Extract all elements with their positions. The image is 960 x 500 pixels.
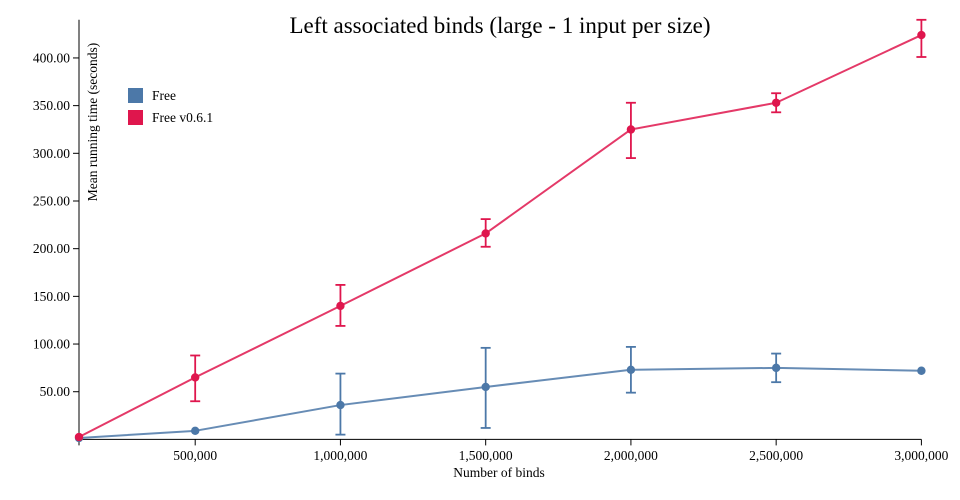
x-tick-label: 500,000	[173, 448, 217, 463]
y-tick-label: 350.00	[33, 98, 70, 113]
x-tick-label: 2,000,000	[604, 448, 658, 463]
legend-item: Free v0.6.1	[128, 110, 213, 125]
data-point	[481, 229, 490, 238]
x-tick-label: 3,000,000	[894, 448, 948, 463]
data-point	[626, 365, 636, 374]
axes: 50.00 100.00 150.00 200.00 250.00 300.00 350.0…	[33, 19, 949, 463]
y-tick-label: 200.00	[33, 241, 70, 256]
series-free	[74, 345, 926, 443]
legend: Free Free v0.6.1	[128, 88, 213, 125]
y-tick-label: 100.00	[33, 337, 70, 352]
legend-swatch	[128, 110, 143, 125]
y-tick-label: 400.00	[33, 50, 70, 65]
data-point	[917, 366, 926, 375]
legend-swatch	[128, 88, 143, 103]
data-point	[917, 30, 926, 40]
chart-title: Left associated binds (large - 1 input p…	[289, 13, 710, 38]
data-point	[336, 400, 345, 410]
y-tick-label: 300.00	[33, 146, 70, 161]
data-point	[771, 363, 781, 373]
data-point	[771, 98, 781, 107]
data-point	[190, 426, 200, 436]
legend-label: Free v0.6.1	[152, 110, 213, 125]
series-free-v0-6-1	[74, 18, 927, 442]
x-tick-label: 1,500,000	[459, 448, 513, 463]
y-tick-label: 250.00	[33, 193, 70, 208]
legend-item: Free	[128, 88, 176, 103]
y-axis-title: Mean running time (seconds)	[85, 43, 100, 202]
data-point	[74, 432, 84, 442]
y-tick-label: 150.00	[33, 289, 70, 304]
series-layer	[74, 18, 927, 443]
series-line	[78, 34, 922, 438]
x-tick-label: 2,500,000	[749, 448, 803, 463]
data-point	[336, 301, 345, 311]
data-point	[481, 382, 490, 392]
x-axis-title: Number of binds	[453, 465, 545, 480]
data-point	[626, 125, 636, 134]
y-tick-label: 50.00	[40, 384, 71, 399]
legend-label: Free	[152, 88, 176, 103]
series-line	[78, 366, 922, 439]
data-point	[190, 373, 200, 382]
x-tick-label: 1,000,000	[313, 448, 367, 463]
